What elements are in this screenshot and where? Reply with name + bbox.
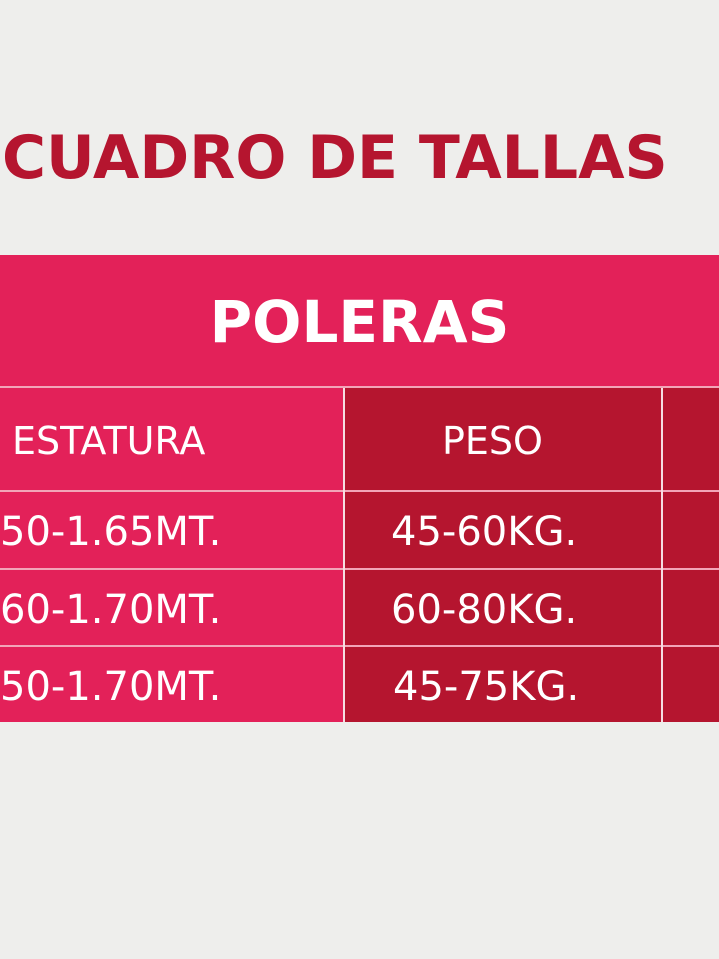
cell-value: 45-75KG. — [393, 664, 580, 710]
table-cell-estatura: 50-1.65MT. — [0, 492, 343, 568]
header-label: ESTATURA — [12, 419, 206, 463]
header-peso: PESO — [345, 388, 661, 490]
column-divider — [343, 388, 345, 722]
cell-value: 50-1.65MT. — [0, 509, 222, 555]
table-cell-estatura: 60-1.70MT. — [0, 570, 343, 645]
cell-value: 60-1.70MT. — [0, 587, 222, 633]
header-label: PESO — [442, 419, 543, 463]
row-divider — [0, 490, 719, 492]
row-divider — [0, 568, 719, 570]
category-title: POLERAS — [209, 288, 510, 356]
table-cell-estatura: 50-1.70MT. — [0, 647, 343, 722]
header-estatura: ESTATURA — [0, 388, 343, 490]
table-cell-peso: 60-80KG. — [345, 570, 661, 645]
row-divider — [0, 645, 719, 647]
page-title: CUADRO DE TALLAS — [2, 123, 668, 193]
table-column-clipped — [663, 388, 719, 722]
table-cell-peso: 45-60KG. — [345, 492, 661, 568]
table-cell-peso: 45-75KG. — [345, 647, 661, 722]
category-banner: POLERAS — [0, 255, 719, 388]
cell-value: 60-80KG. — [391, 587, 578, 633]
cell-value: 50-1.70MT. — [0, 664, 222, 710]
column-divider — [661, 388, 663, 722]
cell-value: 45-60KG. — [391, 509, 578, 555]
